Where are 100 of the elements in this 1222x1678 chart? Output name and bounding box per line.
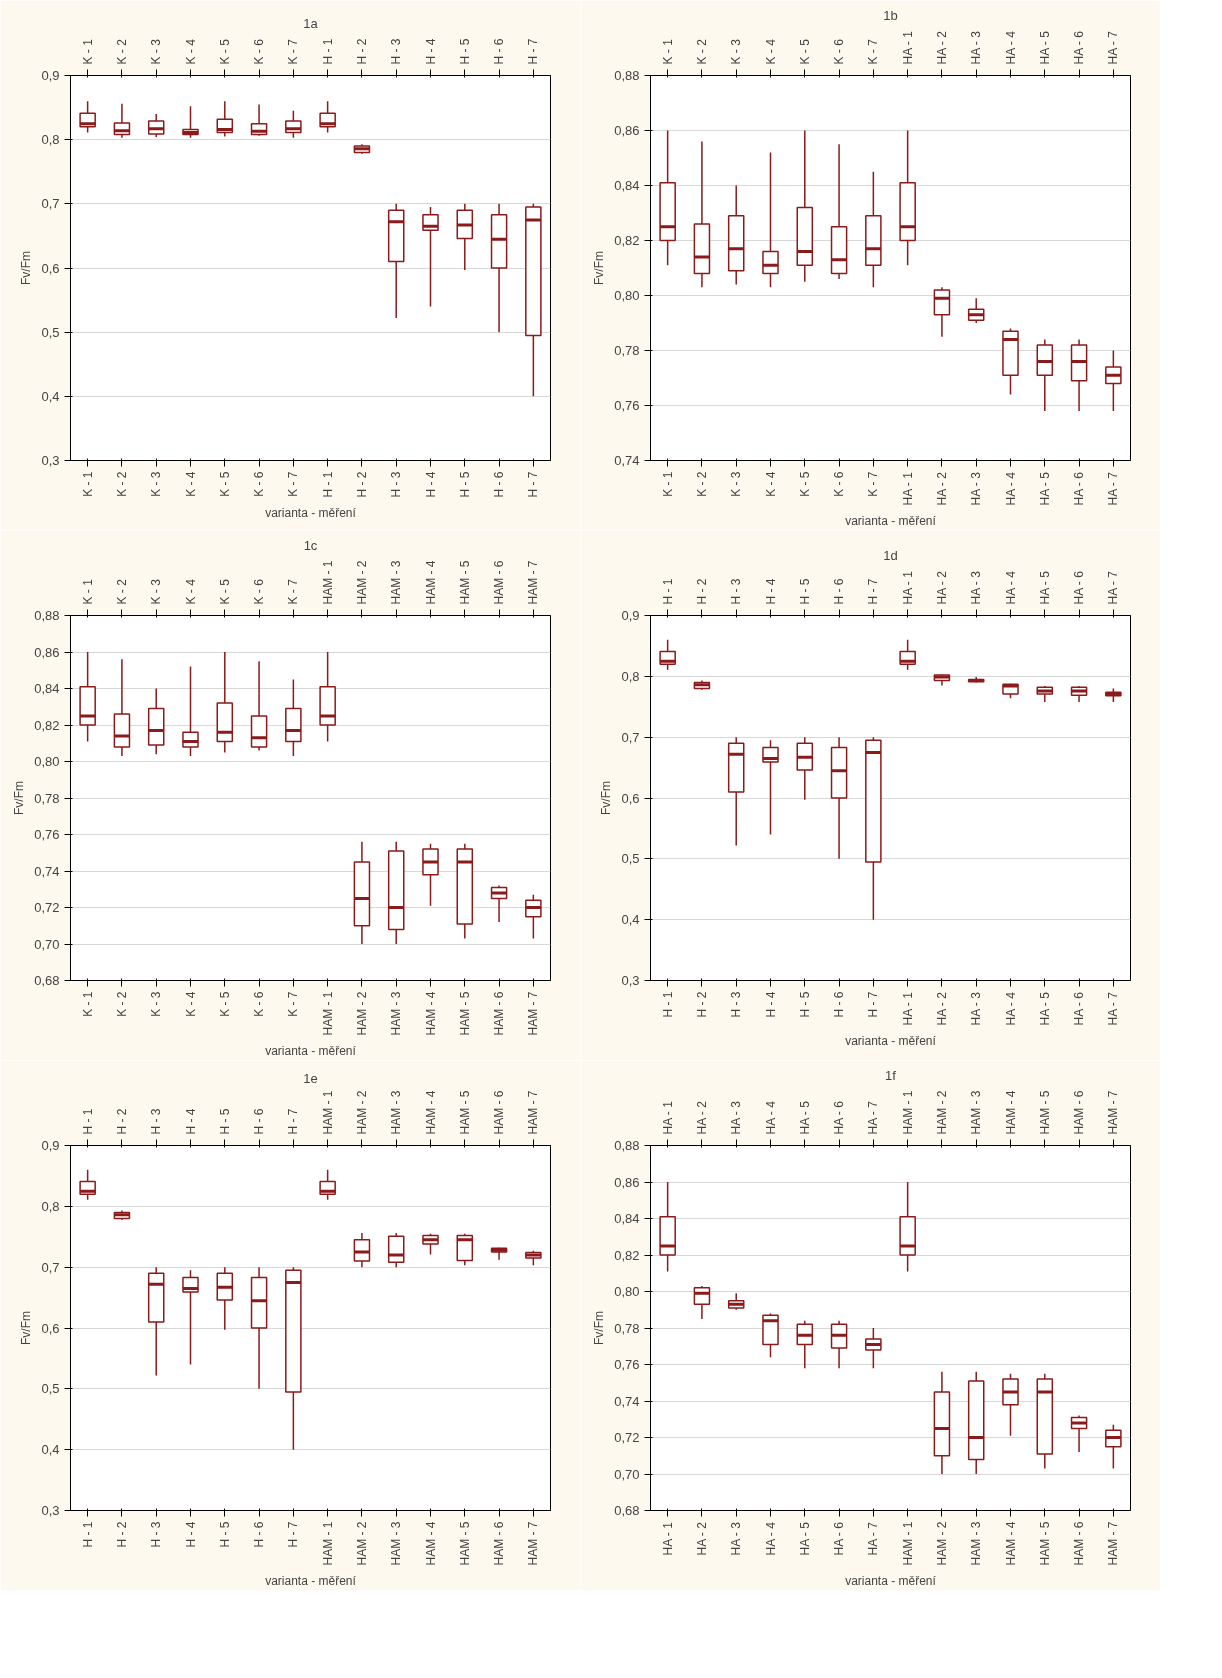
category-label: H - 5 bbox=[797, 578, 812, 605]
y-tick-label: 0,74 bbox=[34, 863, 60, 879]
category-label: HA - 7 bbox=[866, 1101, 881, 1135]
x-tick-label: HA - 3 bbox=[969, 991, 984, 1026]
category-label: HAM - 6 bbox=[492, 1090, 507, 1135]
x-tick-label: H - 6 bbox=[492, 471, 507, 498]
category-label: H - 2 bbox=[114, 1108, 129, 1135]
y-tick-label: 0,88 bbox=[614, 1138, 640, 1153]
x-axis-title: varianta - měření bbox=[845, 1573, 937, 1588]
x-tick-label: HA - 1 bbox=[660, 1521, 675, 1556]
x-tick-label: HAM - 5 bbox=[457, 1521, 472, 1566]
y-tick-label: 0,70 bbox=[34, 936, 60, 952]
chart-title: 1b bbox=[883, 7, 898, 23]
x-tick-label: HA - 7 bbox=[866, 1521, 881, 1556]
category-label: HAM - 5 bbox=[1037, 1090, 1052, 1135]
x-tick-label: H - 2 bbox=[694, 991, 709, 1018]
x-tick-label: HAM - 7 bbox=[526, 1521, 541, 1566]
category-label: HA - 6 bbox=[832, 1101, 847, 1135]
y-tick-label: 0,74 bbox=[614, 1393, 640, 1409]
x-tick-label: K - 4 bbox=[763, 38, 778, 65]
x-tick-label: H - 5 bbox=[457, 471, 472, 498]
y-tick-label: 0,72 bbox=[614, 1430, 640, 1445]
chart-title: 1a bbox=[303, 15, 319, 31]
x-tick-label: H - 3 bbox=[729, 991, 744, 1018]
x-tick-label: H - 1 bbox=[80, 1521, 95, 1548]
x-tick-label: K - 1 bbox=[660, 38, 675, 65]
x-axis-title: varianta - měření bbox=[265, 1573, 357, 1588]
category-label: HA - 5 bbox=[1037, 571, 1052, 605]
y-tick-label: 0,3 bbox=[41, 1503, 60, 1518]
x-tick-label: HA - 7 bbox=[1106, 30, 1121, 65]
y-tick-label: 0,9 bbox=[621, 608, 640, 623]
x-tick-label: K - 7 bbox=[286, 991, 301, 1017]
x-tick-label: H - 7 bbox=[526, 471, 541, 498]
x-tick-label: HA - 6 bbox=[1072, 30, 1087, 65]
x-tick-label: HAM - 6 bbox=[492, 1521, 507, 1566]
category-label: K - 1 bbox=[80, 579, 95, 605]
category-label: HA - 6 bbox=[1072, 571, 1087, 605]
y-tick-label: 0,84 bbox=[614, 1211, 640, 1226]
y-tick-label: 0,7 bbox=[621, 729, 640, 745]
category-label: HAM - 7 bbox=[1106, 1090, 1121, 1135]
y-tick-label: 0,84 bbox=[34, 681, 60, 696]
x-tick-label: HAM - 5 bbox=[1037, 1521, 1052, 1566]
y-axis-title: Fv/Fm bbox=[19, 1311, 34, 1345]
category-label: H - 1 bbox=[660, 578, 675, 605]
x-tick-label: HA - 3 bbox=[729, 1521, 744, 1556]
x-tick-label: K - 1 bbox=[80, 991, 95, 1017]
y-tick-label: 0,80 bbox=[34, 754, 60, 769]
category-label: HAM - 1 bbox=[320, 1090, 335, 1135]
category-label: HAM - 7 bbox=[526, 1090, 541, 1135]
x-tick-label: HA - 2 bbox=[934, 30, 949, 65]
category-label: HA - 2 bbox=[694, 1101, 709, 1135]
y-tick-label: 0,74 bbox=[614, 453, 640, 468]
x-tick-label: K - 7 bbox=[286, 471, 301, 497]
x-tick-label: HA - 3 bbox=[969, 30, 984, 65]
x-tick-label: K - 3 bbox=[149, 471, 164, 497]
y-tick-label: 0,76 bbox=[614, 1357, 640, 1372]
category-label: H - 4 bbox=[763, 578, 778, 605]
x-tick-label: HAM - 1 bbox=[320, 991, 335, 1036]
category-label: H - 3 bbox=[729, 578, 744, 605]
category-label: H - 6 bbox=[252, 1108, 267, 1135]
y-tick-label: 0,88 bbox=[614, 68, 640, 83]
category-label: HAM - 1 bbox=[320, 560, 335, 605]
x-tick-label: H - 3 bbox=[389, 471, 404, 498]
x-tick-label: K - 6 bbox=[252, 471, 267, 497]
category-label: HAM - 4 bbox=[1003, 1090, 1018, 1135]
x-tick-label: HA - 6 bbox=[832, 1521, 847, 1556]
category-label: HA - 4 bbox=[1003, 571, 1018, 605]
y-axis-title: Fv/Fm bbox=[592, 1311, 607, 1345]
y-tick-label: 0,8 bbox=[41, 1198, 60, 1214]
x-tick-label: H - 6 bbox=[832, 991, 847, 1018]
x-tick-label: K - 4 bbox=[183, 471, 198, 497]
x-tick-label: HAM - 4 bbox=[423, 991, 438, 1036]
x-tick-label: H - 6 bbox=[252, 1521, 267, 1548]
chart-title: 1e bbox=[303, 1070, 318, 1086]
x-tick-label: H - 1 bbox=[320, 471, 335, 498]
x-tick-label: HAM - 3 bbox=[389, 991, 404, 1036]
x-tick-label: HA - 4 bbox=[1003, 30, 1018, 65]
category-label: K - 6 bbox=[252, 579, 267, 605]
y-tick-label: 0,5 bbox=[41, 324, 60, 340]
category-label: HAM - 7 bbox=[526, 560, 541, 605]
category-label: HA - 7 bbox=[1106, 571, 1121, 605]
y-tick-label: 0,6 bbox=[621, 790, 640, 806]
x-tick-label: K - 3 bbox=[729, 38, 744, 65]
y-tick-label: 0,68 bbox=[614, 1503, 640, 1518]
x-tick-label: HA - 1 bbox=[900, 991, 915, 1026]
y-tick-label: 0,78 bbox=[34, 790, 60, 806]
category-label: HAM - 4 bbox=[423, 560, 438, 605]
y-tick-label: 0,4 bbox=[41, 1442, 60, 1458]
x-tick-label: K - 5 bbox=[797, 38, 812, 65]
x-tick-label: HA - 4 bbox=[1003, 991, 1018, 1026]
x-axis-title: varianta - měření bbox=[845, 1033, 937, 1048]
y-tick-label: 0,76 bbox=[614, 398, 640, 413]
y-tick-label: 0,88 bbox=[34, 608, 60, 623]
x-tick-label: HA - 7 bbox=[1106, 991, 1121, 1026]
category-label: H - 5 bbox=[217, 1108, 232, 1135]
x-tick-label: HAM - 7 bbox=[526, 991, 541, 1036]
x-tick-label: H - 7 bbox=[866, 991, 881, 1018]
y-axis-title: Fv/Fm bbox=[19, 251, 34, 285]
x-tick-label: HA - 5 bbox=[1037, 991, 1052, 1026]
y-axis-title: Fv/Fm bbox=[599, 781, 614, 815]
